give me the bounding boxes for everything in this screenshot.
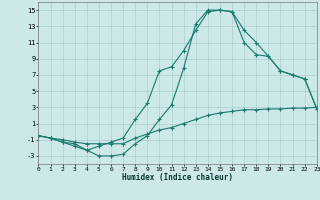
X-axis label: Humidex (Indice chaleur): Humidex (Indice chaleur) [122,173,233,182]
